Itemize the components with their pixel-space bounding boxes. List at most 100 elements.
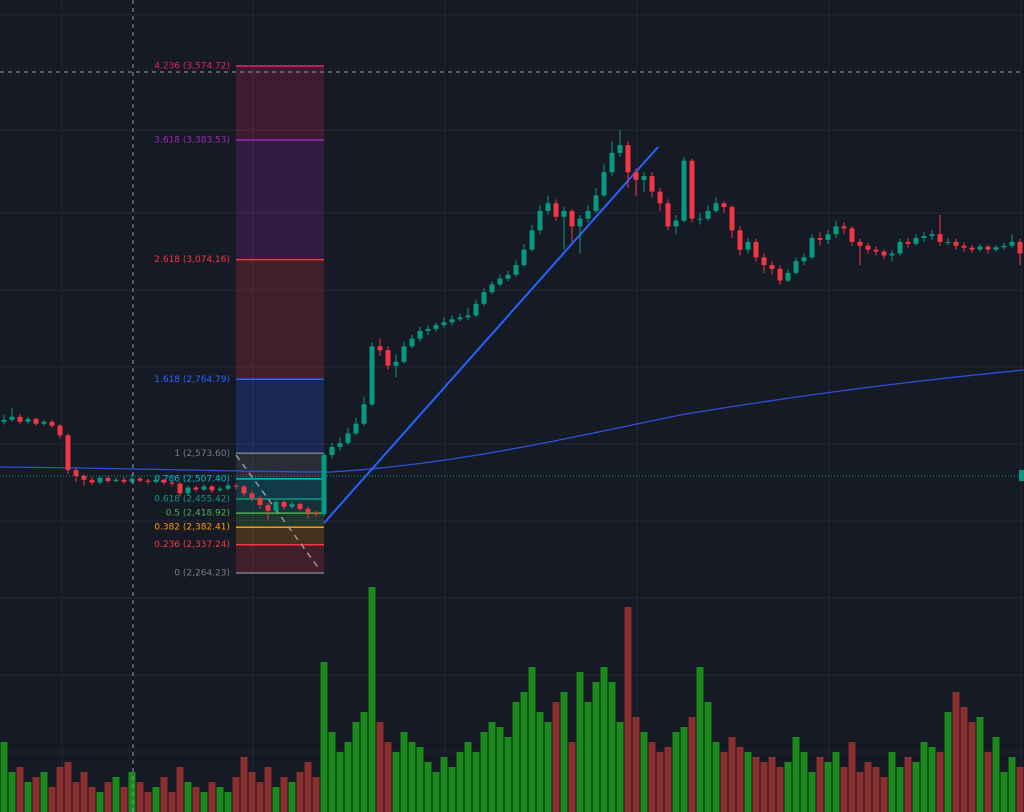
candle-body <box>897 241 903 254</box>
volume-bar <box>160 777 168 812</box>
volume-bar <box>840 767 848 812</box>
candle-body <box>321 455 327 515</box>
candle-body <box>545 203 551 211</box>
volume-bar <box>984 752 992 812</box>
volume-bar <box>904 757 912 812</box>
volume-bar <box>496 727 504 812</box>
candle-body <box>657 191 663 204</box>
candle-body <box>481 292 487 304</box>
candle-body <box>257 497 263 505</box>
candle-body <box>57 425 63 436</box>
volume-bar <box>720 752 728 812</box>
candle-body <box>905 241 911 244</box>
candle-body <box>729 207 735 231</box>
candle-body <box>473 303 479 316</box>
fib-band <box>236 498 324 514</box>
candle-body <box>841 226 847 229</box>
candle-body <box>953 241 959 246</box>
volume-bar <box>64 762 72 812</box>
volume-bar <box>640 732 648 812</box>
fib-band <box>236 65 324 140</box>
candle-body <box>697 218 703 220</box>
candle-body <box>129 478 135 482</box>
candle-body <box>513 265 519 275</box>
candle-body <box>105 477 111 481</box>
candle-body <box>297 504 303 509</box>
candle-body <box>113 479 119 481</box>
fib-label: 0.382 (2,382.41) <box>154 523 230 533</box>
volume-bar <box>592 682 600 812</box>
candle-body <box>873 249 879 252</box>
candle-body <box>529 230 535 250</box>
candle-body <box>73 470 79 476</box>
volume-bar <box>528 667 536 812</box>
candle-body <box>385 350 391 366</box>
volume-bar <box>128 772 136 812</box>
volume-bar <box>488 722 496 812</box>
volume-bar <box>784 762 792 812</box>
trend-line <box>323 146 659 524</box>
volume-bar <box>264 767 272 812</box>
candle-body <box>673 220 679 227</box>
volume-bar <box>392 752 400 812</box>
volume-bar <box>848 742 856 812</box>
volume-bar <box>272 787 280 812</box>
volume-bar <box>536 712 544 812</box>
candle-body <box>233 485 239 487</box>
volume-bar <box>32 777 40 812</box>
volume-bar <box>1008 757 1016 812</box>
candle-body <box>377 346 383 351</box>
volume-bar <box>96 792 104 812</box>
candle-body <box>609 152 615 173</box>
candle-body <box>881 251 887 256</box>
volume-bar <box>288 782 296 812</box>
volume-bar <box>568 742 576 812</box>
candle-body <box>201 486 207 490</box>
volume-bar <box>16 767 24 812</box>
candle-body <box>49 421 55 426</box>
candle-body <box>433 325 439 329</box>
candle-body <box>137 478 143 481</box>
volume-bar <box>728 737 736 812</box>
volume-bar <box>120 787 128 812</box>
candle-body <box>785 272 791 281</box>
volume-bar <box>352 722 360 812</box>
fib-label: 0.5 (2,418.92) <box>166 509 230 519</box>
candle-body <box>337 443 343 447</box>
candle-body <box>793 261 799 273</box>
fib-extension: 0 (2,264.23) 0.236 (2,337.24) 0.382 (2,382… <box>154 61 324 578</box>
candle-body <box>1009 241 1015 246</box>
fib-band <box>236 527 324 545</box>
candle-body <box>505 274 511 279</box>
volume-bar <box>320 662 328 812</box>
volume-bar <box>952 692 960 812</box>
volume-bar <box>584 702 592 812</box>
volume-bar <box>976 717 984 812</box>
fib-label: 0 (2,264.23) <box>174 568 230 578</box>
candle-body <box>329 446 335 456</box>
candle-body <box>153 479 159 482</box>
volume-bar <box>336 752 344 812</box>
candle-body <box>593 195 599 211</box>
candle-body <box>65 435 71 471</box>
candle-body <box>265 504 271 511</box>
candle-body <box>425 328 431 331</box>
volume-bar <box>328 732 336 812</box>
volume-bar <box>456 752 464 812</box>
candle-body <box>97 477 103 483</box>
volume-bar <box>472 752 480 812</box>
volume-bar <box>192 787 200 812</box>
candle-body <box>649 176 655 192</box>
volume-bar <box>920 742 928 812</box>
volume-bar <box>928 747 936 812</box>
last-price-marker <box>1019 470 1024 481</box>
volume-bar <box>688 717 696 812</box>
candle-body <box>985 246 991 250</box>
volume-bar <box>808 772 816 812</box>
candle-body <box>1 419 7 422</box>
candle-body <box>857 241 863 246</box>
candle-body <box>945 241 951 243</box>
candle-body <box>801 257 807 262</box>
volume-bar <box>680 727 688 812</box>
